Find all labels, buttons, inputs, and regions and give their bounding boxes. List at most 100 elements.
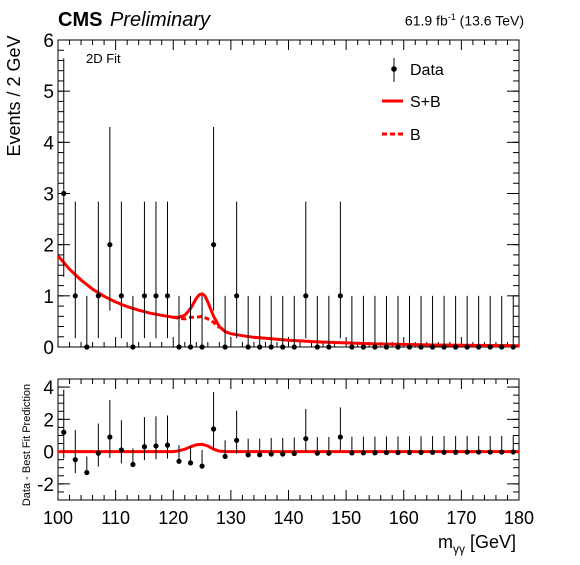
ratio-data-point: [372, 450, 378, 456]
main-data-point: [234, 293, 240, 299]
main-y-tick-label: 6: [43, 31, 54, 52]
ratio-data-point: [453, 449, 459, 455]
main-data-point: [383, 344, 390, 350]
main-data-point: [314, 344, 320, 350]
ratio-data-point: [418, 449, 424, 456]
main-y-axis-label: Events / 2 GeV: [4, 35, 24, 156]
ratio-data-point: [291, 450, 297, 457]
ratio-data-point: [164, 442, 171, 448]
ratio-data-point: [406, 449, 413, 456]
main-data-point: [464, 344, 470, 350]
main-data-point: [187, 344, 194, 350]
main-data-point: [441, 344, 447, 350]
main-data-point: [130, 344, 136, 350]
main-data-point: [268, 344, 274, 350]
main-data-point: [453, 344, 459, 350]
ratio-data-point: [234, 437, 240, 443]
x-axis-label-subscript: γγ: [453, 542, 465, 556]
ratio-data-point: [130, 461, 136, 468]
main-y-tick-label: 4: [43, 133, 54, 154]
legend-b-label: B: [410, 127, 421, 144]
main-data-point: [372, 344, 378, 350]
x-tick-label: 150: [331, 508, 361, 528]
ratio-data-point: [314, 450, 320, 456]
main-data-point: [164, 293, 171, 299]
main-data-points: [61, 58, 516, 350]
lumi-value: 61.9 fb: [404, 12, 448, 29]
fit-annotation: 2D Fit: [86, 51, 121, 66]
main-y-tick-label: 5: [43, 82, 54, 103]
ratio-data-point: [141, 444, 148, 450]
ratio-data-points: [61, 389, 516, 476]
ratio-y-tick-label: 0: [43, 443, 54, 464]
ratio-data-point: [72, 457, 78, 463]
ratio-data-point: [210, 426, 217, 432]
main-data-point: [499, 344, 505, 350]
status-label: Preliminary: [110, 9, 211, 31]
ratio-data-point: [349, 450, 355, 456]
main-data-point: [487, 344, 493, 350]
ratio-data-point: [464, 449, 470, 455]
main-data-point: [107, 242, 113, 248]
main-data-point: [61, 190, 67, 197]
ratio-data-point: [95, 450, 101, 456]
main-y-tick-label: 0: [43, 338, 54, 359]
ratio-data-point: [280, 451, 286, 457]
main-data-point: [326, 344, 332, 350]
ratio-data-point: [510, 449, 516, 455]
main-data-point: [418, 344, 424, 350]
main-data-point: [72, 293, 78, 299]
main-y-tick-label: 3: [43, 185, 54, 206]
main-data-point: [245, 344, 251, 350]
main-data-point: [280, 344, 286, 350]
ratio-y-tick-label: 2: [43, 410, 54, 431]
main-data-point: [199, 344, 205, 350]
ratio-data-point: [499, 449, 505, 455]
main-data-point: [476, 344, 482, 350]
ratio-data-point: [303, 436, 309, 442]
main-data-point: [429, 344, 436, 350]
main-y-tick-label: 1: [43, 287, 54, 308]
ratio-data-point: [441, 449, 447, 455]
x-tick-label: 100: [43, 508, 73, 528]
ratio-data-point: [429, 449, 436, 455]
ratio-y-axis-label: Data - Best Fit Prediction: [21, 384, 33, 506]
main-data-point: [337, 293, 343, 299]
ratio-data-point: [153, 443, 159, 449]
x-tick-label: 120: [158, 508, 188, 528]
lumi-exponent: -1: [447, 12, 456, 22]
x-tick-label: 160: [389, 508, 419, 528]
luminosity-label: 61.9 fb-1 (13.6 TeV): [405, 12, 524, 29]
ratio-data-point: [395, 449, 401, 456]
x-tick-label: 130: [216, 508, 246, 528]
ratio-data-point: [360, 450, 367, 456]
main-curve-s-b: [56, 254, 520, 348]
ratio-data-point: [199, 463, 205, 469]
experiment-label: CMS: [58, 9, 103, 31]
x-tick-label: 110: [101, 508, 130, 528]
ratio-data-point: [326, 450, 332, 456]
ratio-panel-frame: [57, 378, 520, 501]
main-curve-b: [173, 314, 221, 329]
main-data-point: [95, 293, 101, 299]
main-data-point: [210, 242, 217, 248]
legend: Data S+B B: [382, 58, 444, 144]
main-data-point: [395, 344, 401, 350]
x-tick-label: 180: [504, 508, 534, 528]
ratio-data-point: [118, 447, 124, 453]
ratio-data-point: [61, 429, 67, 435]
ratio-data-point: [84, 469, 90, 476]
main-data-point: [303, 293, 309, 299]
x-tick-label: 170: [446, 508, 476, 528]
ratio-data-point: [107, 434, 113, 440]
main-panel-frame: [57, 39, 520, 348]
main-data-point: [257, 344, 263, 350]
ratio-data-point: [476, 449, 482, 455]
main-data-point: [349, 344, 355, 350]
main-data-point: [406, 344, 413, 350]
legend-data-label: Data: [410, 62, 444, 79]
main-data-point: [510, 344, 516, 350]
ratio-data-point: [257, 452, 263, 458]
ratio-data-point: [222, 453, 228, 460]
